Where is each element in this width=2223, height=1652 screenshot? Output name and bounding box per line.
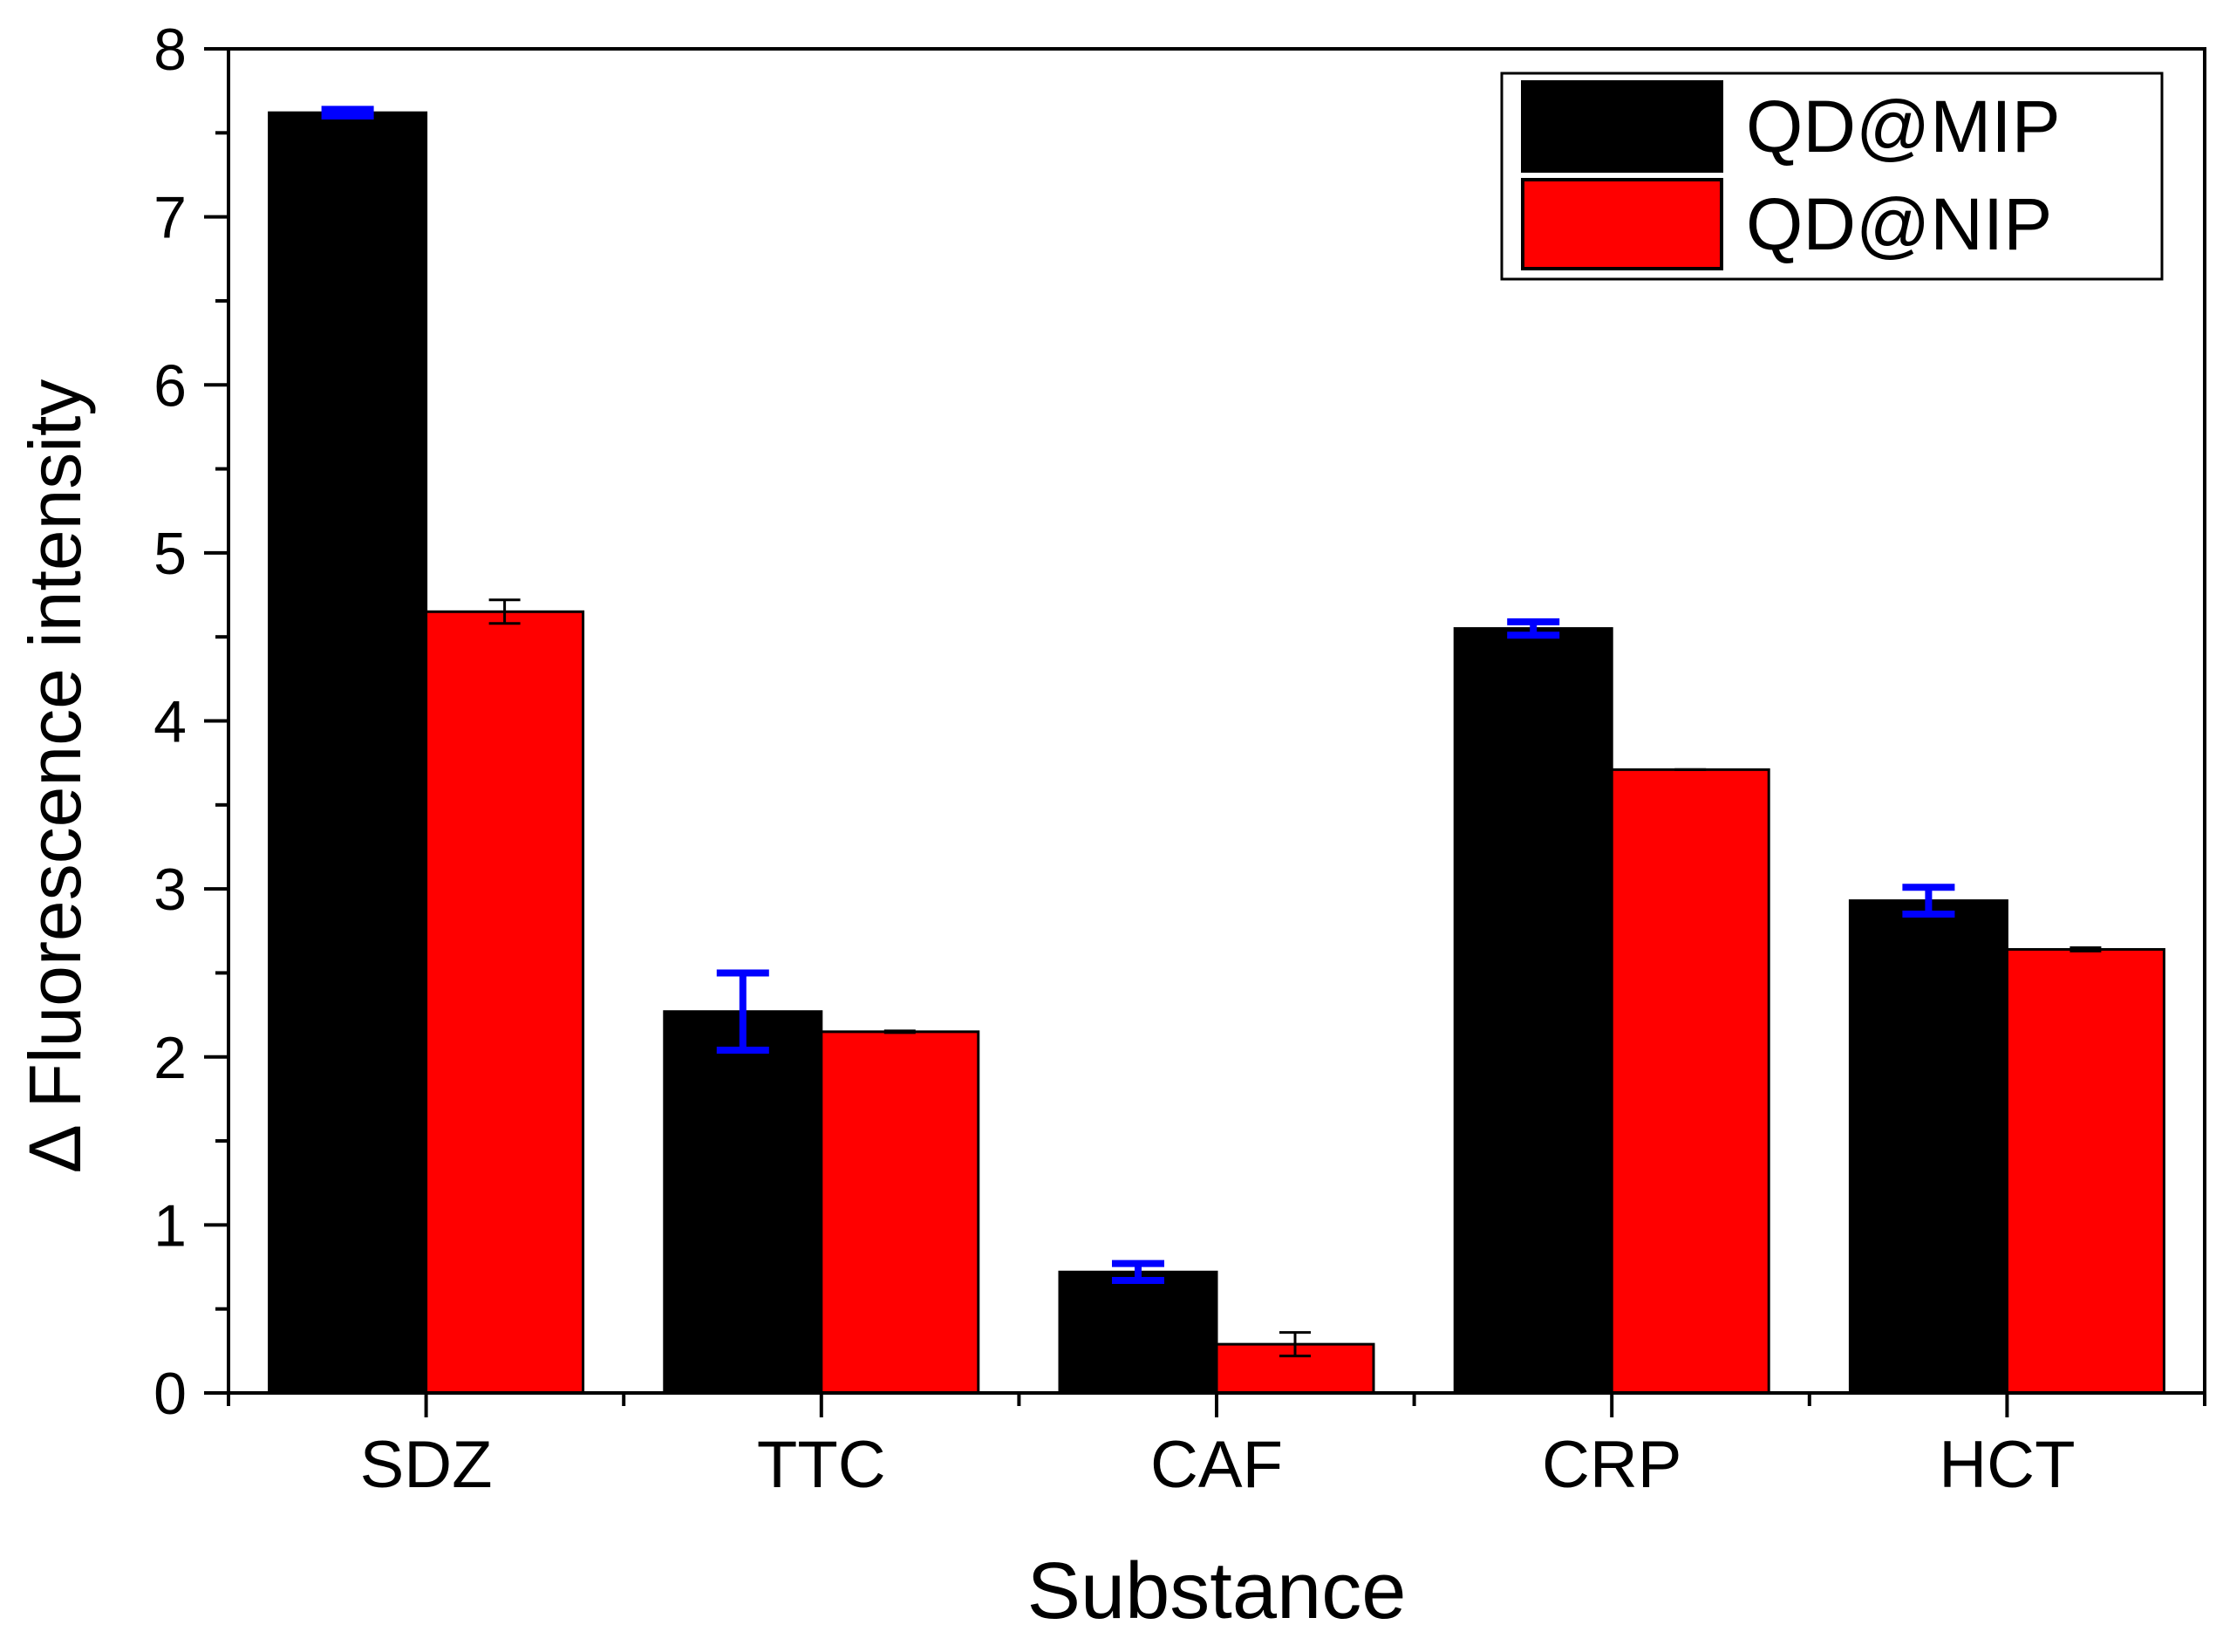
bar-QD@NIP-TTC [820,1030,980,1395]
x-tick-label-SDZ: SDZ [360,1428,493,1502]
x-tick-label-CAF: CAF [1150,1428,1283,1502]
x-tick-label-HCT: HCT [1939,1428,2075,1502]
error-bar-QD@NIP-CAF [1279,1331,1311,1358]
bar-QD@MIP-CAF [1058,1270,1218,1395]
legend-label-QD@NIP: QD@NIP [1746,183,2052,265]
plot-area [268,106,2165,1395]
y-tick-label: 8 [153,17,187,83]
bar-QD@MIP-CRP [1453,627,1613,1395]
bar-QD@MIP-TTC [663,1010,823,1395]
legend-swatch-QD@MIP [1521,80,1723,173]
bar-QD@NIP-HCT [2005,947,2165,1395]
legend-swatch-QD@NIP [1521,178,1723,270]
y-tick-label: 7 [153,185,187,251]
error-bar-QD@MIP-SDZ [321,106,374,120]
y-axis-title: Δ Fluorescence intensity [14,379,96,1174]
legend-label-QD@MIP: QD@MIP [1746,85,2061,167]
bar-QD@MIP-HCT [1848,899,2008,1395]
error-bar-QD@MIP-CRP [1507,618,1560,639]
axes: 0 1 2 3 4 5 6 7 8 SDZ TTC CAF CRP HCT [153,17,2206,1502]
y-tick-label: 6 [153,352,187,419]
error-bar-QD@NIP-TTC [883,1029,916,1034]
x-tick-label-CRP: CRP [1542,1428,1681,1502]
y-tick-label: 0 [153,1361,187,1427]
x-tick-label-TTC: TTC [757,1428,886,1502]
legend: QD@MIP QD@NIP [1500,72,2164,281]
y-tick-label: 3 [153,857,187,923]
error-bar-QD@NIP-SDZ [488,598,521,625]
error-bar-QD@NIP-HCT [2070,946,2102,952]
error-bar-QD@MIP-TTC [716,969,769,1055]
error-bar-QD@MIP-HCT [1902,884,1955,918]
y-tick-label: 4 [153,689,187,755]
y-tick-label: 5 [153,521,187,587]
y-tick-label: 1 [153,1192,187,1259]
error-bar-QD@MIP-CAF [1112,1259,1164,1284]
bar-QD@NIP-CRP [1610,768,1770,1395]
bar-QD@NIP-SDZ [425,610,585,1395]
x-axis-title: Substance [1027,1546,1407,1635]
bar-QD@MIP-SDZ [268,111,428,1395]
y-tick-label: 2 [153,1025,187,1091]
